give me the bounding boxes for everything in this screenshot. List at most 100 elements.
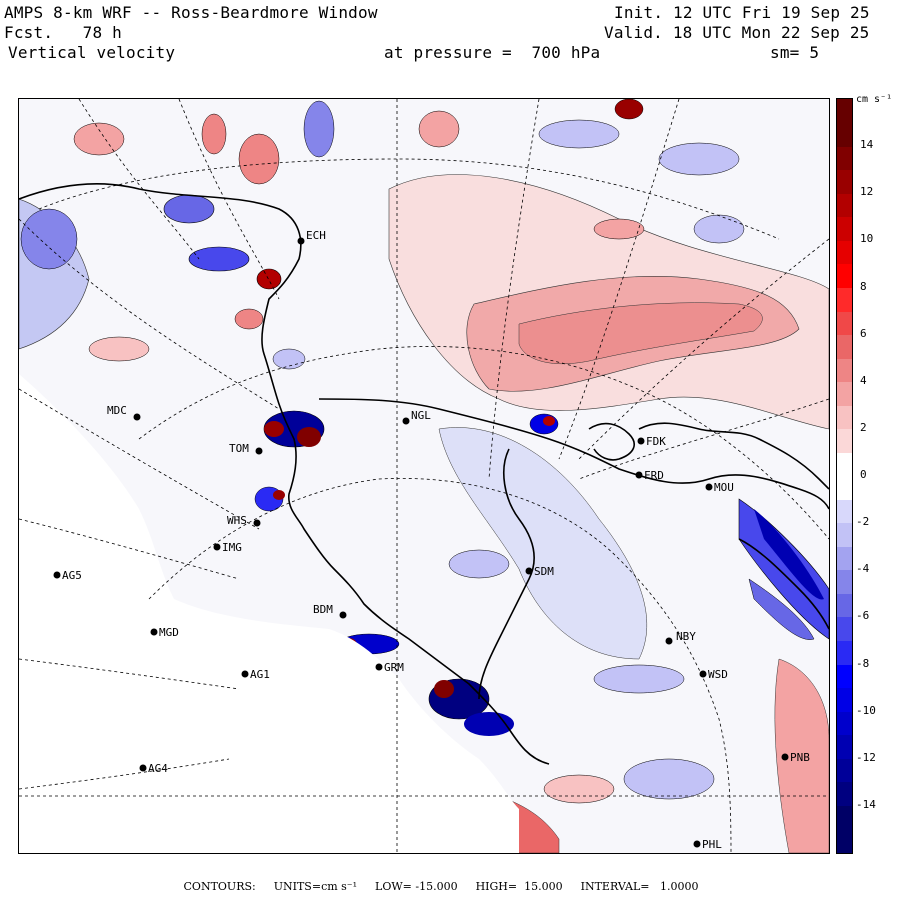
station-label: FDK [646, 435, 666, 448]
station-marker [665, 637, 673, 645]
colorbar-segment-positive [837, 358, 852, 383]
station-label: IMG [222, 541, 242, 554]
station-label: NBY [676, 630, 696, 643]
colorbar-segment-positive [837, 216, 852, 241]
station-label: AG4 [148, 762, 168, 775]
station-ag5: AG5 [53, 569, 82, 582]
colorbar-segment-positive [837, 405, 852, 430]
station-label: AG5 [62, 569, 82, 582]
pressure-label: at pressure = [384, 43, 512, 62]
station-marker [375, 663, 383, 671]
station-marker [253, 519, 261, 527]
colorbar-segment-positive [837, 334, 852, 359]
station-ngl: NGL [402, 409, 431, 425]
station-img: IMG [213, 541, 242, 554]
colorbar-segment-negative [837, 476, 852, 501]
station-tom: TOM [229, 442, 263, 455]
field-name: Vertical velocity [8, 43, 176, 62]
colorbar-tick-label: -14 [856, 797, 876, 811]
colorbar-tick-label: -2 [856, 515, 870, 529]
colorbar-segment-negative [837, 640, 852, 665]
station-label: MDC [107, 404, 127, 417]
colorbar-segment-negative [837, 664, 852, 689]
colorbar-tick-label: -8 [856, 656, 870, 670]
forecast-label: Fcst. [4, 23, 54, 42]
station-pnb: PNB [781, 751, 810, 764]
colorbar-segment-negative [837, 829, 852, 853]
station-label: PNB [790, 751, 810, 764]
map-title: AMPS 8-km WRF -- Ross-Beardmore Window [4, 3, 378, 22]
pressure-level: at pressure = 700 hPa [384, 44, 600, 62]
colorbar-segment-positive [837, 122, 852, 147]
station-marker [635, 471, 643, 479]
station-frd: FRD [635, 469, 664, 482]
station-label: WSD [708, 668, 728, 681]
station-label: WHS [227, 514, 247, 527]
station-marker [213, 543, 221, 551]
colorbar-segment-negative [837, 758, 852, 783]
forecast-hours: Fcst. 78 h [4, 24, 122, 42]
colorbar-units: cm s⁻¹ [856, 94, 893, 105]
map-canvas: MDC NGL FDK FRD MOU TOM WHS IMG AG5 SDM BDM MGD NBY G… [19, 99, 829, 853]
colorbar-segment-negative [837, 782, 852, 807]
positive-band-core [518, 302, 763, 364]
station-marker [525, 567, 533, 575]
footer-contours: CONTOURS: [183, 880, 256, 893]
colorbar-segment-positive [837, 263, 852, 288]
stations: MDC NGL FDK FRD MOU TOM WHS IMG AG5 SDM BDM MGD NBY G… [53, 229, 810, 851]
station-grm: GRM [375, 661, 404, 674]
station-ech: ECH [297, 229, 326, 245]
colorbar-tick-label: -12 [856, 750, 876, 764]
negative-streak-east-1 [738, 498, 829, 640]
colorbar-segment-negative [837, 523, 852, 548]
colorbar-segment-negative [837, 617, 852, 642]
smoothing-label: sm= 5 [770, 43, 820, 62]
station-ag4: AG4 [139, 762, 168, 775]
station-whs: WHS [227, 514, 261, 527]
negative-streak-east-3 [748, 578, 815, 640]
colorbar-tick-label: -6 [856, 609, 870, 623]
station-wsd: WSD [699, 668, 728, 681]
positive-region-lower-right [774, 658, 829, 853]
init-time: Init. 12 UTC Fri 19 Sep 25 [614, 3, 870, 22]
pressure-value: 700 hPa [531, 43, 601, 62]
colorbar [836, 98, 853, 854]
colorbar-segment-negative [837, 570, 852, 595]
colorbar-segment-negative [837, 499, 852, 524]
colorbar-segment-positive [837, 428, 852, 453]
station-marker [781, 753, 789, 761]
station-phl: PHL [693, 838, 722, 851]
station-mgd: MGD [150, 626, 179, 639]
field-shading [19, 99, 829, 853]
station-label: ECH [306, 229, 326, 242]
colorbar-tick-label: 0 [860, 468, 867, 481]
station-label: TOM [229, 442, 249, 455]
station-label: FRD [644, 469, 664, 482]
graticule [19, 99, 829, 853]
station-marker [637, 437, 645, 445]
station-marker [133, 413, 141, 421]
colorbar-tick-label: 2 [860, 420, 867, 434]
no-data-region [19, 374, 519, 853]
station-bdm: BDM [313, 603, 347, 619]
station-marker [402, 417, 410, 425]
station-label: MGD [159, 626, 179, 639]
colorbar-tick-label: -10 [856, 703, 876, 717]
station-marker [339, 611, 347, 619]
station-marker [699, 670, 707, 678]
footer-high: HIGH= 15.000 [475, 880, 563, 893]
colorbar-tick-label: 4 [860, 373, 867, 387]
colorbar-segment-positive [837, 146, 852, 171]
station-label: MOU [714, 481, 734, 494]
station-mdc: MDC [107, 404, 141, 421]
colorbar-segment-negative [837, 805, 852, 830]
colorbar-segment-negative [837, 688, 852, 713]
valid-time: Valid. 18 UTC Mon 22 Sep 25 [604, 23, 870, 42]
station-label: GRM [384, 661, 404, 674]
colorbar-tick-label: -4 [856, 562, 870, 576]
station-label: BDM [313, 603, 333, 616]
negative-streak-east-2 [754, 509, 824, 600]
station-marker [150, 628, 158, 636]
footer-units: UNITS=cm s⁻¹ [273, 880, 358, 893]
station-fdk: FDK [637, 435, 666, 448]
